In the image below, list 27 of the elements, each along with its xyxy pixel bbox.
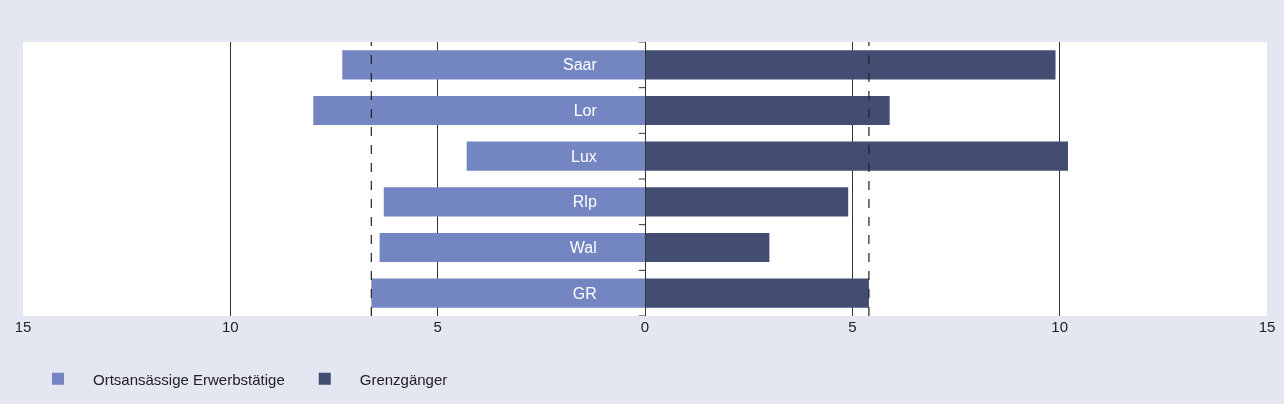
y-tick-label: Lor bbox=[573, 102, 598, 120]
x-tick-label: 10 bbox=[1051, 318, 1069, 335]
bar bbox=[645, 95, 890, 126]
y-tick-label: Saar bbox=[563, 56, 598, 74]
x-tick-label: 15 bbox=[1258, 318, 1276, 335]
x-tick-label: 5 bbox=[433, 318, 442, 335]
bar bbox=[645, 187, 849, 217]
bar bbox=[645, 141, 1068, 171]
x-tick-label: 5 bbox=[848, 318, 857, 335]
bar bbox=[379, 232, 645, 263]
y-tick-label: Rlp bbox=[572, 193, 597, 211]
x-tick-label: 0 bbox=[640, 318, 650, 335]
bar bbox=[645, 232, 770, 263]
y-tick-label: Wal bbox=[569, 239, 597, 257]
y-tick-label: GR bbox=[572, 284, 597, 302]
y-tick-label: Lux bbox=[571, 147, 597, 165]
x-tick-label: 10 bbox=[221, 318, 239, 335]
bar bbox=[645, 50, 1056, 80]
bar bbox=[466, 141, 645, 171]
bar bbox=[342, 50, 645, 80]
legend-label: Grenzgänger bbox=[359, 370, 448, 388]
bar bbox=[383, 187, 645, 217]
bar bbox=[371, 278, 645, 308]
legend-label: Ortsansässige Erwerbstätige bbox=[93, 370, 285, 388]
x-tick-label: 15 bbox=[14, 318, 32, 335]
bar bbox=[645, 278, 869, 308]
bar bbox=[313, 95, 645, 126]
